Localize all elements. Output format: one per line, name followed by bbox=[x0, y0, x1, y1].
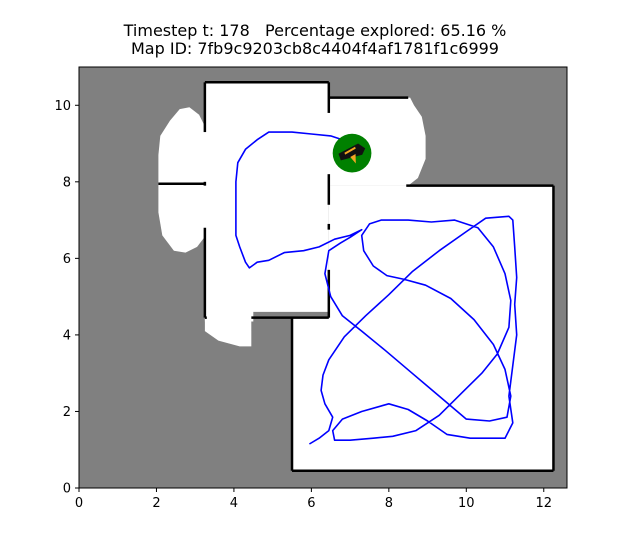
x-tick-label: 0 bbox=[75, 496, 83, 511]
agent-layer bbox=[332, 133, 372, 173]
free-space-room-large-right bbox=[292, 185, 554, 471]
chart-title-line2: Map ID: 7fb9c9203cb8c4404f4af1781f1c6999 bbox=[131, 39, 499, 58]
x-tick-label: 10 bbox=[458, 496, 475, 511]
agent-heading-stripe bbox=[344, 146, 356, 155]
agent-body bbox=[338, 143, 366, 161]
y-tick-label: 4 bbox=[63, 328, 71, 343]
chart-title: Timestep t: 178 Percentage explored: 65.… bbox=[0, 22, 630, 58]
chart-title-line1: Timestep t: 178 Percentage explored: 65.… bbox=[123, 21, 507, 40]
y-tick-label: 6 bbox=[63, 252, 71, 267]
trajectory-line bbox=[235, 131, 518, 445]
y-tick-label: 8 bbox=[63, 175, 71, 190]
x-tick-label: 12 bbox=[535, 496, 552, 511]
agent-heading-icon bbox=[338, 143, 366, 164]
x-axis: 0 2 4 6 8 10 12 bbox=[75, 488, 552, 511]
x-tick-label: 2 bbox=[152, 496, 160, 511]
y-tick-label: 10 bbox=[54, 99, 71, 114]
x-tick-label: 4 bbox=[230, 496, 238, 511]
y-tick-label: 0 bbox=[63, 482, 71, 497]
trajectory-layer bbox=[235, 131, 518, 445]
x-tick-label: 6 bbox=[307, 496, 315, 511]
walls-layer bbox=[158, 81, 555, 473]
free-space-room-bottom-left-blob bbox=[204, 315, 252, 347]
plot-frame bbox=[78, 66, 568, 489]
x-tick-label: 8 bbox=[385, 496, 393, 511]
y-tick-label: 2 bbox=[63, 405, 71, 420]
free-space-layer bbox=[158, 82, 554, 471]
y-axis: 0 2 4 6 8 10 bbox=[54, 99, 79, 497]
free-space-room-left-bulge bbox=[158, 107, 209, 253]
agent-heading-fin bbox=[350, 153, 356, 164]
